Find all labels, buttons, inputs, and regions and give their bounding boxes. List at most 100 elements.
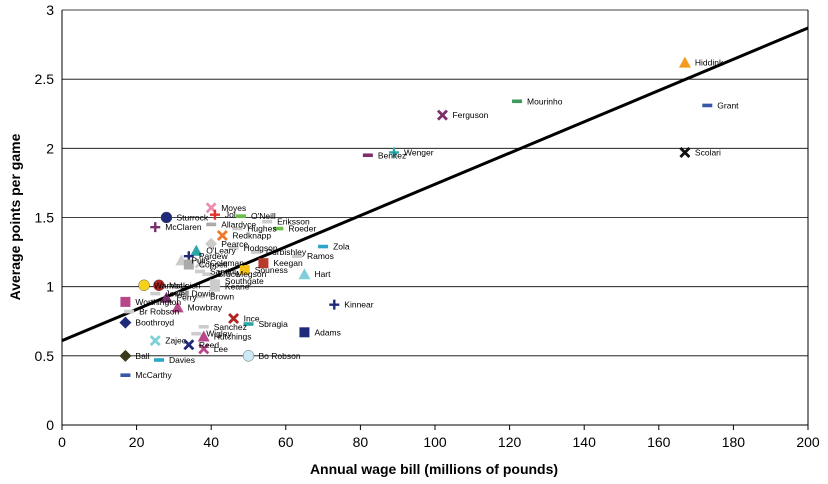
x-tick-label: 200	[796, 434, 820, 450]
x-tick-label: 100	[423, 434, 447, 450]
point-label: O'Neill	[251, 211, 276, 221]
point-label: Megson	[236, 269, 267, 279]
point-hutchings	[197, 330, 210, 342]
point-roeder	[273, 226, 284, 231]
x-tick-label: 120	[498, 434, 522, 450]
point-label: Lee	[214, 344, 228, 354]
point-label: Scolari	[695, 147, 721, 157]
point-label: Davies	[169, 355, 195, 365]
y-tick-label: 0	[46, 417, 54, 433]
point-southgate	[209, 279, 220, 283]
point-label: Sanchez	[214, 322, 247, 332]
point-souness	[239, 265, 250, 276]
point-label: Ramos	[307, 251, 334, 261]
point-label: Ferguson	[452, 110, 488, 120]
point-hart	[298, 268, 311, 280]
x-tick-label: 40	[203, 434, 219, 450]
point-adams	[299, 327, 310, 338]
point-worthington	[120, 296, 131, 307]
point-zajec	[149, 335, 161, 347]
trendline	[61, 26, 809, 343]
point-label: Redknapp	[232, 230, 271, 240]
point-keegan	[258, 258, 269, 269]
point-benitez	[362, 153, 373, 158]
point-label: Coleman	[210, 258, 244, 268]
point-label: Keegan	[273, 258, 303, 268]
point-pearce	[205, 237, 218, 250]
point-label: Sbragia	[259, 319, 289, 329]
point-label: Santini	[210, 266, 236, 276]
point-label: Bo Robson	[259, 351, 301, 361]
point-scolari	[679, 146, 691, 158]
point-label: Wenger	[404, 147, 434, 157]
point-ball	[119, 349, 132, 362]
point-bruce	[202, 272, 213, 277]
point-o-neill	[236, 214, 247, 218]
point-label: McCarthy	[135, 370, 172, 380]
point-label: Reed	[199, 340, 220, 350]
y-tick-label: 1	[46, 279, 54, 295]
point-label: Jol	[225, 210, 236, 220]
point-label: Roeder	[288, 224, 316, 234]
point-label: Boothroyd	[135, 318, 174, 328]
point-wenger	[388, 147, 399, 158]
point-ramos	[291, 254, 302, 259]
y-tick-labels: 0 0.5 1 1.5 2 2.5 3	[35, 2, 55, 433]
point-mcclaren	[150, 222, 161, 233]
point-label: Sturrock	[176, 213, 208, 223]
y-axis-title: Average points per game	[7, 133, 23, 300]
point-label: Benitez	[378, 150, 406, 160]
point-allardyce	[206, 222, 217, 227]
point-sturrock	[160, 211, 173, 224]
x-axis-title: Annual wage bill (millions of pounds)	[310, 461, 558, 477]
point-wigley	[191, 331, 202, 336]
axes	[61, 10, 809, 430]
point-curbishley	[250, 250, 261, 254]
point-jol	[209, 209, 220, 220]
point-hiddink	[678, 56, 691, 68]
point-label: Perry	[176, 293, 197, 303]
point-label: O'Leary	[206, 246, 236, 256]
point-perry	[160, 291, 173, 303]
point-bo-robson	[242, 350, 255, 362]
point-sbragia	[243, 322, 254, 326]
point-label: Mowbray	[188, 302, 223, 312]
point-label: McClaren	[165, 222, 202, 232]
point-lee	[198, 343, 210, 355]
point-label: Zajec	[165, 336, 187, 346]
point-label: Mourinho	[527, 96, 563, 106]
point-label: Worthington	[135, 297, 181, 307]
x-tick-label: 60	[278, 434, 294, 450]
point-label: Grant	[717, 100, 739, 110]
x-tick-label: 0	[58, 434, 66, 450]
point-warnock	[138, 279, 150, 291]
x-tick-label: 20	[129, 434, 145, 450]
point-label: Kinnear	[344, 300, 373, 310]
point-label: Hodgson	[244, 243, 278, 253]
point-mccarthy	[120, 373, 131, 377]
point-label: McLeish	[169, 280, 201, 290]
point-label: Warnock	[154, 280, 188, 290]
point-label: Hutchings	[214, 331, 252, 341]
point-coleman	[194, 257, 206, 269]
point-label: Bruce	[217, 269, 239, 279]
point-hughes	[232, 226, 243, 231]
point-megson	[221, 272, 232, 277]
point-dowie	[176, 291, 187, 296]
gridlines	[62, 9, 808, 357]
x-tick-label: 140	[573, 434, 597, 450]
point-santini	[195, 269, 206, 274]
point-label: Moyes	[221, 203, 246, 213]
y-tick-label: 3	[46, 2, 54, 18]
point-coppell	[183, 259, 194, 270]
point-ince	[228, 312, 240, 324]
point-mcleish	[153, 279, 165, 291]
point-label: Hiddink	[695, 58, 724, 68]
point-label: Keane	[225, 282, 250, 292]
point-br-robson	[124, 309, 135, 314]
point-ferguson	[436, 109, 448, 121]
point-redknapp	[216, 229, 228, 241]
point-label: Ince	[244, 313, 260, 323]
x-tick-labels: 0 20 40 60 80 100 120 140 160 180 200	[58, 434, 820, 450]
